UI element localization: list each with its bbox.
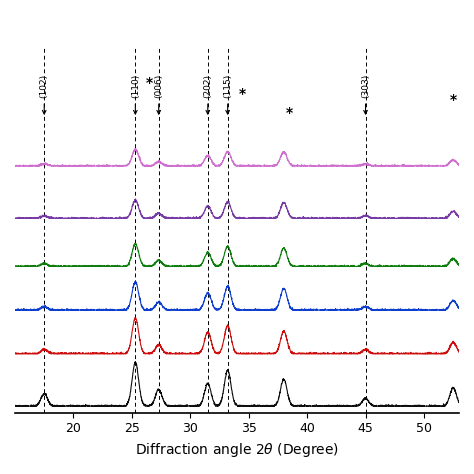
Text: *: * xyxy=(286,106,293,120)
Text: (303): (303) xyxy=(361,74,370,114)
Text: (006): (006) xyxy=(154,74,163,114)
Text: (110): (110) xyxy=(131,74,140,114)
Text: (102): (102) xyxy=(40,74,49,114)
Text: *: * xyxy=(239,87,246,100)
Text: *: * xyxy=(146,76,153,90)
Text: *: * xyxy=(450,93,457,107)
Text: (202): (202) xyxy=(203,74,212,114)
Text: (115): (115) xyxy=(223,74,232,114)
X-axis label: Diffraction angle 2$\theta$ (Degree): Diffraction angle 2$\theta$ (Degree) xyxy=(135,441,339,459)
